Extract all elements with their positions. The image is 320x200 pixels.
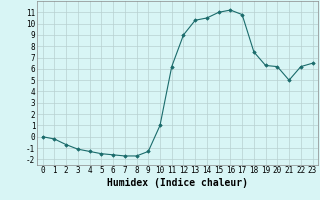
X-axis label: Humidex (Indice chaleur): Humidex (Indice chaleur) <box>107 178 248 188</box>
